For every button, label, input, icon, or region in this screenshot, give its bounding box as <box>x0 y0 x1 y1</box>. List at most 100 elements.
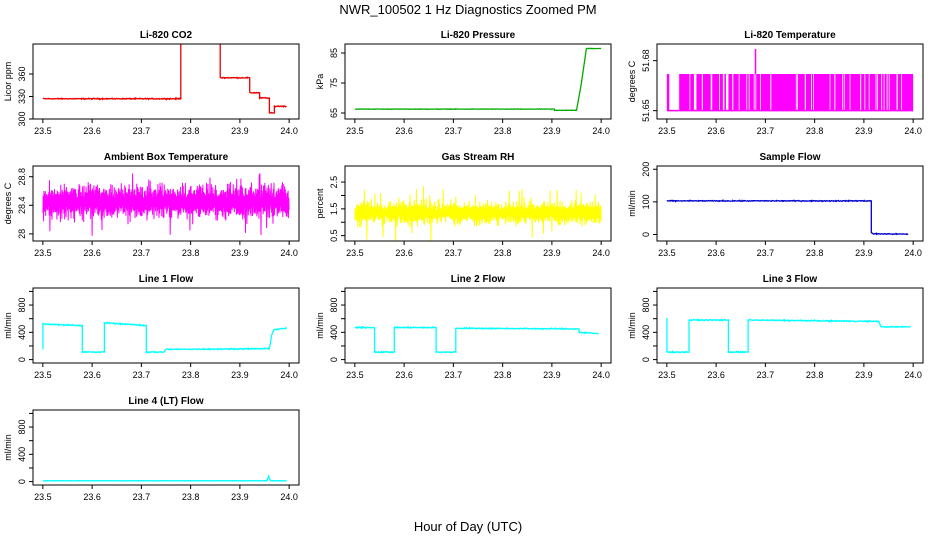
data-series <box>666 199 909 236</box>
x-tick-label: 23.6 <box>395 126 413 136</box>
y-tick-label: 51.65 <box>641 99 651 122</box>
panel-frame <box>656 43 924 120</box>
x-tick-label: 23.9 <box>855 248 873 258</box>
x-tick-label: 23.6 <box>83 492 101 502</box>
panel-2: Li-820 Pressure kPa 23.5 23.6 23.7 23.8 23.9 24… <box>315 30 612 136</box>
data-series <box>354 185 602 241</box>
series-line <box>354 47 602 112</box>
x-tick-label: 24.0 <box>592 370 610 380</box>
data-series <box>42 474 287 482</box>
series-gap <box>813 74 815 111</box>
x-tick-label: 23.8 <box>806 370 824 380</box>
x-tick-label: 23.7 <box>757 370 775 380</box>
x-tick-label: 23.9 <box>855 126 873 136</box>
x-tick-label: 23.5 <box>346 248 364 258</box>
y-tick-label: 100 <box>641 194 651 209</box>
series-gap <box>770 74 772 111</box>
x-tick-label: 23.5 <box>34 248 52 258</box>
series-gap <box>883 74 885 111</box>
series-gap <box>702 74 703 111</box>
series-gap <box>755 74 757 111</box>
panel-title: Ambient Box Temperature <box>104 152 229 163</box>
y-tick-label: 0 <box>17 479 27 484</box>
data-series <box>666 318 911 354</box>
series-band <box>666 74 914 111</box>
series-line <box>42 44 287 114</box>
x-tick-label: 23.6 <box>707 126 725 136</box>
y-tick-label: 0 <box>641 357 651 362</box>
series-gap <box>860 74 861 111</box>
series-gap <box>811 74 812 111</box>
y-tick-label: 400 <box>17 325 27 340</box>
x-tick-label: 23.7 <box>757 248 775 258</box>
data-series <box>42 173 290 236</box>
series-line <box>42 173 290 236</box>
y-tick-label: 0 <box>329 357 339 362</box>
x-tick-label: 23.7 <box>445 248 463 258</box>
x-tick-label: 23.9 <box>543 126 561 136</box>
series-gap <box>748 74 750 111</box>
y-axis-label: Licor ppm <box>3 62 13 102</box>
series-gap <box>843 74 845 111</box>
y-tick-label: 300 <box>17 111 27 126</box>
x-tick-label: 23.9 <box>231 126 249 136</box>
x-tick-label: 23.8 <box>182 248 200 258</box>
y-tick-label: 800 <box>17 298 27 313</box>
series-gap <box>864 74 866 111</box>
data-series <box>666 49 914 112</box>
series-gap <box>797 74 798 111</box>
y-axis-label: ml/min <box>3 434 13 461</box>
panel-1: Li-820 CO2 Licor ppm 23.5 23.6 23.7 23.8 23.9 2… <box>3 30 300 136</box>
y-tick-label: 400 <box>641 325 651 340</box>
panel-title: Line 3 Flow <box>763 274 818 285</box>
data-series <box>42 321 287 355</box>
x-tick-label: 23.6 <box>83 370 101 380</box>
panel-title: Line 4 (LT) Flow <box>128 396 204 407</box>
panel-4: Ambient Box Temperature degrees C 23.5 23.6… <box>3 152 300 258</box>
y-axis-label: ml/min <box>315 312 325 339</box>
x-tick-label: 23.7 <box>133 492 151 502</box>
x-tick-label: 23.8 <box>182 492 200 502</box>
panel-7: Line 1 Flow ml/min 23.5 23.6 23.7 23.8 23.9 24.… <box>3 274 300 380</box>
series-gap <box>723 74 725 111</box>
x-tick-label: 23.5 <box>346 126 364 136</box>
series-gap <box>795 74 797 111</box>
series-gap <box>710 74 712 111</box>
x-tick-label: 23.8 <box>494 126 512 136</box>
panel-title: Li-820 Temperature <box>744 30 836 41</box>
x-tick-label: 23.6 <box>395 370 413 380</box>
panel-9: Line 3 Flow ml/min 23.5 23.6 23.7 23.8 23.9 24.… <box>627 274 924 380</box>
y-axis-label: degrees C <box>3 182 13 224</box>
x-tick-label: 23.5 <box>34 492 52 502</box>
panel-frame <box>656 165 924 242</box>
x-tick-label: 23.9 <box>543 370 561 380</box>
y-tick-label: 1.5 <box>329 203 339 216</box>
y-tick-label: 800 <box>17 420 27 435</box>
series-gap <box>805 74 806 111</box>
series-gap <box>759 74 761 111</box>
x-tick-label: 24.0 <box>280 370 298 380</box>
series-gap <box>888 74 890 111</box>
data-series <box>42 44 287 114</box>
panel-frame <box>344 43 612 120</box>
series-gap <box>829 74 831 111</box>
y-tick-label: 28 <box>17 229 27 239</box>
series-gap <box>834 74 836 111</box>
panel-10: Line 4 (LT) Flow ml/min 23.5 23.6 23.7 23.8 23… <box>3 396 300 502</box>
series-gap <box>896 74 898 111</box>
x-tick-label: 23.5 <box>658 126 676 136</box>
y-tick-label: 400 <box>17 447 27 462</box>
y-tick-label: 85 <box>329 48 339 58</box>
panel-frame <box>656 287 924 364</box>
y-tick-label: 28.8 <box>17 168 27 186</box>
x-tick-label: 23.9 <box>543 248 561 258</box>
x-axis-label: Hour of Day (UTC) <box>414 519 522 534</box>
x-tick-label: 24.0 <box>904 248 922 258</box>
panel-title: Line 2 Flow <box>451 274 506 285</box>
panel-title: Line 1 Flow <box>139 274 194 285</box>
x-tick-label: 23.6 <box>395 248 413 258</box>
y-tick-label: 28.4 <box>17 197 27 215</box>
panel-title: Sample Flow <box>759 152 820 163</box>
y-tick-label: 51.68 <box>641 49 651 72</box>
